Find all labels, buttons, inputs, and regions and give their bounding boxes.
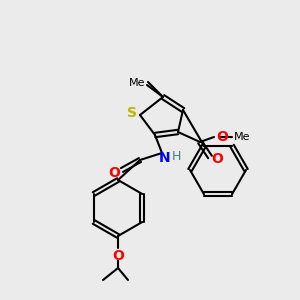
Text: O: O <box>108 166 120 180</box>
Text: H: H <box>171 149 181 163</box>
Text: O: O <box>112 249 124 263</box>
Text: O: O <box>216 130 228 144</box>
Text: O: O <box>211 152 223 166</box>
Text: Me: Me <box>234 132 250 142</box>
Text: N: N <box>159 151 171 165</box>
Text: Me: Me <box>129 78 145 88</box>
Text: S: S <box>127 106 137 120</box>
